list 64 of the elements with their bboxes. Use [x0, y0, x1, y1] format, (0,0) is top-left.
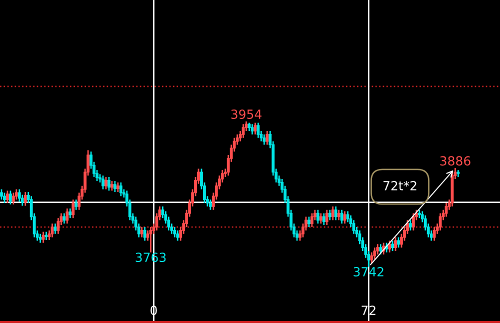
candlestick	[379, 243, 382, 256]
candlestick	[208, 198, 212, 211]
candlestick	[14, 188, 18, 200]
candlestick	[8, 190, 12, 206]
candlestick	[6, 190, 9, 204]
candlestick	[370, 252, 374, 264]
candlestick	[334, 206, 338, 221]
candlestick	[24, 191, 27, 206]
candlestick	[66, 208, 69, 224]
candlestick	[331, 206, 334, 221]
candlestick	[140, 226, 144, 238]
annotation: 3886	[440, 156, 470, 166]
candlestick	[104, 176, 108, 190]
candlestick	[62, 212, 66, 224]
candlestick	[340, 209, 344, 224]
candlestick	[328, 209, 332, 221]
candlestick	[408, 219, 412, 232]
candlestick	[337, 209, 340, 221]
annotation: 72t*2	[384, 180, 416, 190]
candlestick	[256, 122, 260, 139]
candlestick	[391, 240, 394, 252]
candlestick	[110, 180, 114, 192]
candlestick	[376, 243, 380, 256]
candlestick	[316, 209, 320, 224]
candlestick	[72, 198, 75, 219]
candlestick	[319, 212, 322, 224]
candlestick	[373, 246, 376, 260]
candlestick	[388, 240, 392, 254]
candlestick	[397, 236, 400, 248]
candlestick	[119, 182, 122, 197]
candlestick	[438, 212, 442, 232]
candlestick	[310, 212, 314, 228]
candlestick	[74, 198, 78, 211]
candlestick	[176, 230, 180, 242]
candlestick	[68, 208, 72, 219]
candlestick	[254, 122, 257, 136]
candlestick	[325, 209, 328, 226]
candlestick	[352, 219, 356, 235]
candlestick	[50, 222, 54, 238]
candlestick	[343, 210, 346, 224]
candlestick	[307, 216, 310, 228]
candlestick	[266, 130, 269, 146]
candlestick	[18, 188, 21, 202]
candlestick	[432, 226, 436, 242]
candlestick	[262, 134, 266, 146]
candlestick	[173, 226, 176, 238]
candlestick	[116, 182, 120, 193]
candlestick	[412, 212, 415, 232]
candlestick	[346, 210, 350, 223]
candlestick	[42, 231, 45, 244]
candlestick	[394, 236, 397, 252]
candlestick	[107, 176, 110, 192]
candlestick	[3, 192, 6, 204]
candlestick	[149, 226, 152, 254]
candlestick	[322, 212, 326, 226]
candlestick	[250, 123, 254, 136]
candlestick	[0, 188, 3, 200]
candlestick	[56, 217, 60, 235]
candlestick	[102, 174, 104, 190]
candlestick	[12, 192, 15, 206]
candlestick	[113, 180, 116, 193]
annotation: 3954	[231, 110, 262, 119]
candlestick	[242, 123, 245, 139]
candlestick	[54, 222, 57, 235]
